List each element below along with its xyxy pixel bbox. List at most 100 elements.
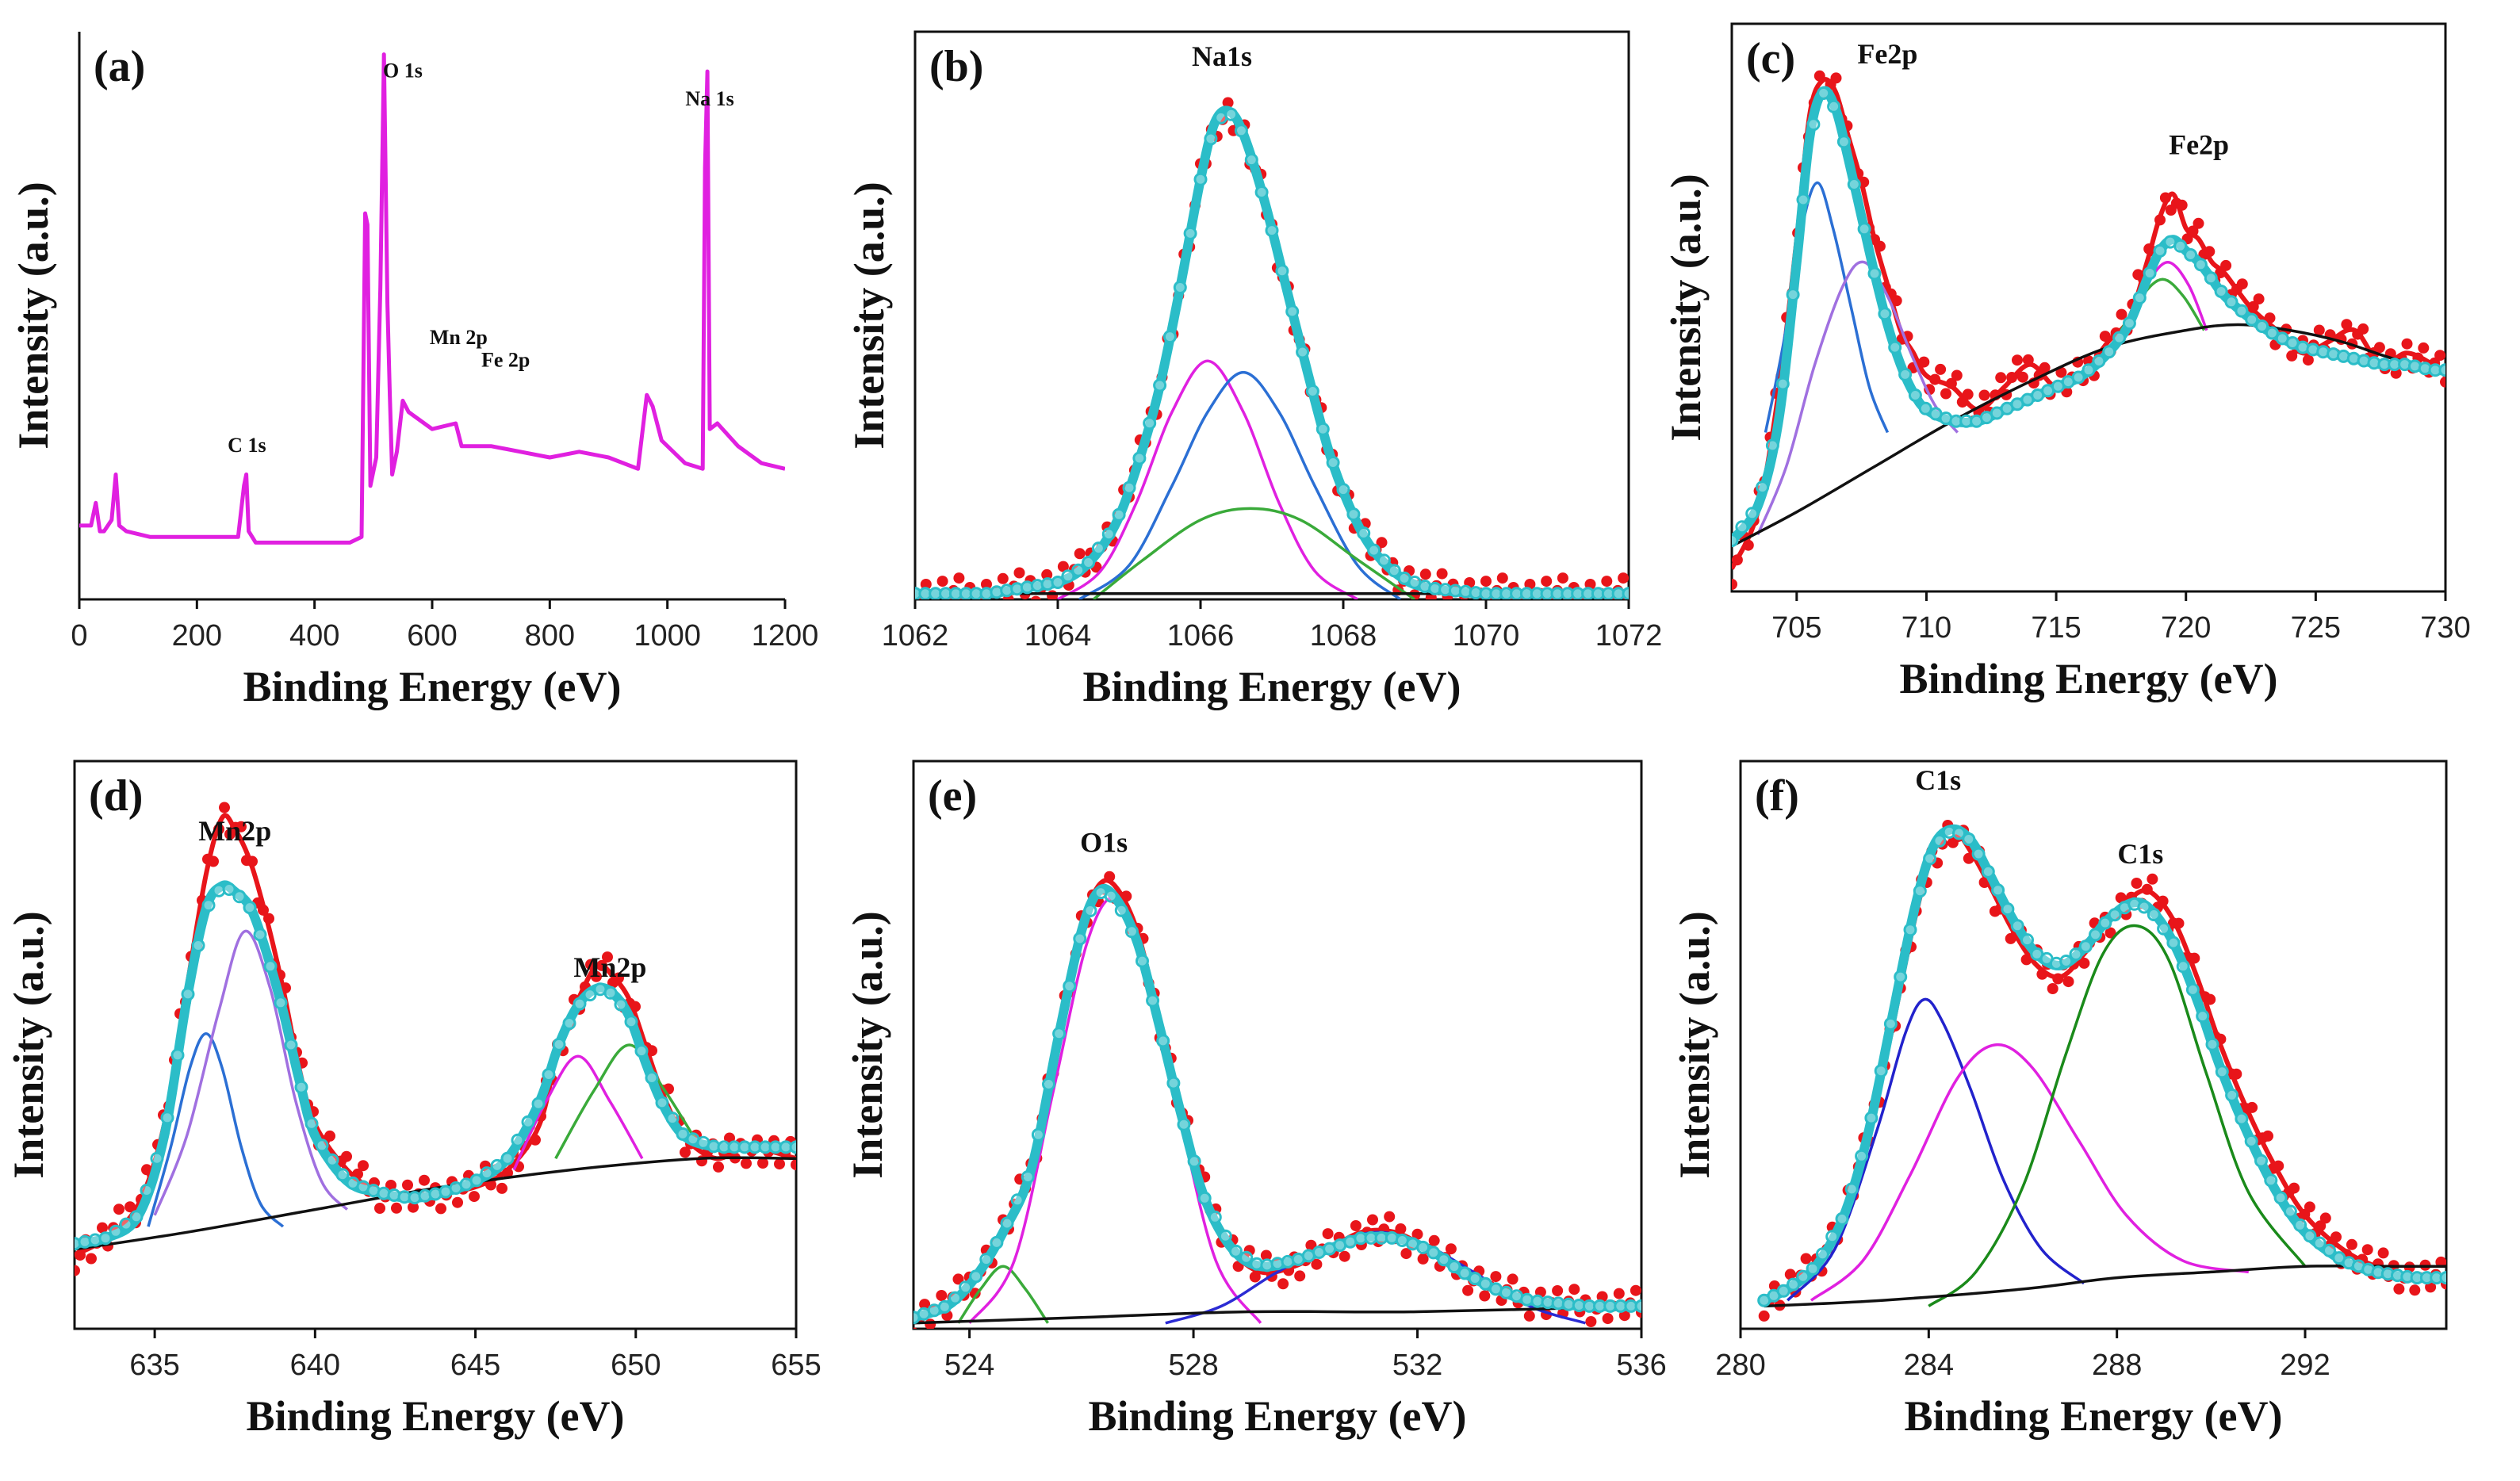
fitted-envelope-point xyxy=(1825,1230,1840,1244)
raw-data-point xyxy=(920,579,932,590)
raw-data-point xyxy=(2189,952,2200,964)
fitted-envelope-point xyxy=(2193,258,2208,272)
series-line-component-3 xyxy=(1928,924,2307,1307)
x-tick-label: 635 xyxy=(129,1349,179,1382)
chart-panel-c: 705 710 715 720 725 730 Binding Energy (eV) Int… xyxy=(1662,22,2471,702)
raw-data-point xyxy=(2236,278,2248,290)
fitted-envelope-point xyxy=(2215,1065,2229,1079)
fitted-envelope-point xyxy=(2196,1009,2210,1024)
fitted-envelope-point xyxy=(1336,483,1350,497)
fitted-envelope-point xyxy=(1346,507,1361,522)
fitted-envelope-point xyxy=(1187,1154,1201,1169)
fitted-envelope-point xyxy=(1239,1250,1254,1265)
raw-data-point xyxy=(1104,871,1116,882)
raw-data-point xyxy=(791,1159,796,1171)
raw-data-point xyxy=(97,1222,108,1234)
raw-data-point xyxy=(75,1265,80,1276)
fitted-envelope-point xyxy=(1756,480,1770,495)
series-line-survey xyxy=(79,52,785,545)
raw-data-point xyxy=(1222,97,1234,109)
fitted-envelope-point xyxy=(1031,1127,1045,1142)
raw-data-point xyxy=(1030,595,1041,599)
fitted-envelope-point xyxy=(1146,993,1160,1008)
chart-panel-e: 524 528 532 536 Binding Energy (eV) Intensity… xyxy=(844,760,1667,1440)
raw-data-point xyxy=(391,1202,402,1214)
raw-data-point xyxy=(936,1290,948,1301)
fitted-envelope-point xyxy=(1387,564,1401,578)
fitted-envelope-point xyxy=(1010,1193,1024,1207)
fitted-envelope-point xyxy=(2235,1112,2249,1126)
fitted-envelope-point xyxy=(160,1111,174,1125)
raw-data-point xyxy=(469,1191,480,1203)
x-tick-label: 715 xyxy=(2031,611,2081,645)
fitted-envelope-point xyxy=(1457,1266,1472,1280)
raw-data-point xyxy=(2373,342,2385,354)
raw-data-point xyxy=(2247,300,2259,312)
fitted-envelope-point xyxy=(1224,107,1239,121)
y-axis-title: Intensity (a.u.) xyxy=(845,182,893,450)
raw-data-point xyxy=(1585,1316,1597,1327)
raw-data-point xyxy=(1479,1290,1491,1302)
fitted-envelope-point xyxy=(2245,312,2259,327)
peak-label: Fe2p xyxy=(2169,129,2229,161)
fitted-envelope-point xyxy=(2204,271,2218,285)
peak-label: Fe 2p xyxy=(481,348,530,371)
raw-data-point xyxy=(2393,1283,2405,1295)
raw-data-point xyxy=(1800,1253,1812,1265)
raw-data-point xyxy=(1496,572,1508,584)
fitted-envelope-point xyxy=(243,901,257,915)
plot-frame xyxy=(912,760,1643,1330)
raw-data-point xyxy=(1480,576,1492,587)
fitted-envelope-point xyxy=(1827,99,1841,113)
x-tick-label: 650 xyxy=(611,1349,661,1382)
raw-data-point xyxy=(1411,1228,1423,1240)
fitted-envelope-point xyxy=(1193,172,1208,186)
raw-data-point xyxy=(113,1204,124,1215)
fitted-envelope-point xyxy=(1883,1016,1898,1031)
fitted-envelope-point xyxy=(2132,291,2147,305)
fitted-envelope-point xyxy=(2235,304,2249,318)
raw-data-point xyxy=(2231,1068,2242,1080)
fitted-envelope-point xyxy=(1061,569,1075,584)
series-line-component-2 xyxy=(1756,260,1959,536)
fitted-envelope-point xyxy=(1923,851,1937,866)
raw-data-point xyxy=(2273,1160,2284,1172)
fitted-envelope-point xyxy=(1847,178,1861,191)
raw-data-point xyxy=(408,1201,419,1213)
fitted-envelope-point xyxy=(1806,117,1821,132)
peak-label: Mn2p xyxy=(573,951,646,983)
series-line-component-3 xyxy=(1092,507,1416,599)
raw-data-point xyxy=(2341,319,2353,331)
fitted-envelope-point xyxy=(1981,864,1995,878)
raw-data-point xyxy=(341,1150,352,1162)
x-tick-label: 655 xyxy=(771,1349,821,1382)
raw-data-point xyxy=(981,579,992,590)
series-line-component-3 xyxy=(512,1054,644,1171)
fitted-envelope-point xyxy=(1042,1077,1055,1091)
raw-data-point xyxy=(124,1201,136,1213)
raw-data-point xyxy=(1260,1249,1272,1261)
raw-data-point xyxy=(2062,976,2074,988)
fitted-envelope-point xyxy=(603,985,618,1000)
x-tick-label: 1062 xyxy=(882,619,949,652)
panel-tag: (a) xyxy=(94,42,145,91)
raw-data-point xyxy=(2055,366,2067,378)
raw-data-point xyxy=(2012,354,2023,366)
fitted-envelope-point xyxy=(1765,438,1779,453)
raw-data-point xyxy=(1417,1253,1429,1265)
x-axis-title: Binding Energy (eV) xyxy=(243,663,621,710)
raw-data-point xyxy=(713,1161,724,1173)
x-tick-label: 1000 xyxy=(634,619,701,652)
fitted-envelope-point xyxy=(2265,326,2279,340)
raw-data-point xyxy=(208,855,219,867)
fitted-envelope-point xyxy=(2173,239,2188,253)
raw-data-point xyxy=(1557,572,1568,584)
fitted-envelope-point xyxy=(1104,889,1118,903)
fitted-envelope-point xyxy=(1806,1261,1820,1276)
panel-tag: (d) xyxy=(89,771,143,821)
raw-data-point xyxy=(1945,377,1957,389)
fitted-envelope-point xyxy=(2112,331,2127,345)
raw-data-point xyxy=(435,1203,446,1215)
fitted-envelope-point xyxy=(1285,304,1300,319)
fitted-envelope-point xyxy=(1835,1211,1849,1226)
